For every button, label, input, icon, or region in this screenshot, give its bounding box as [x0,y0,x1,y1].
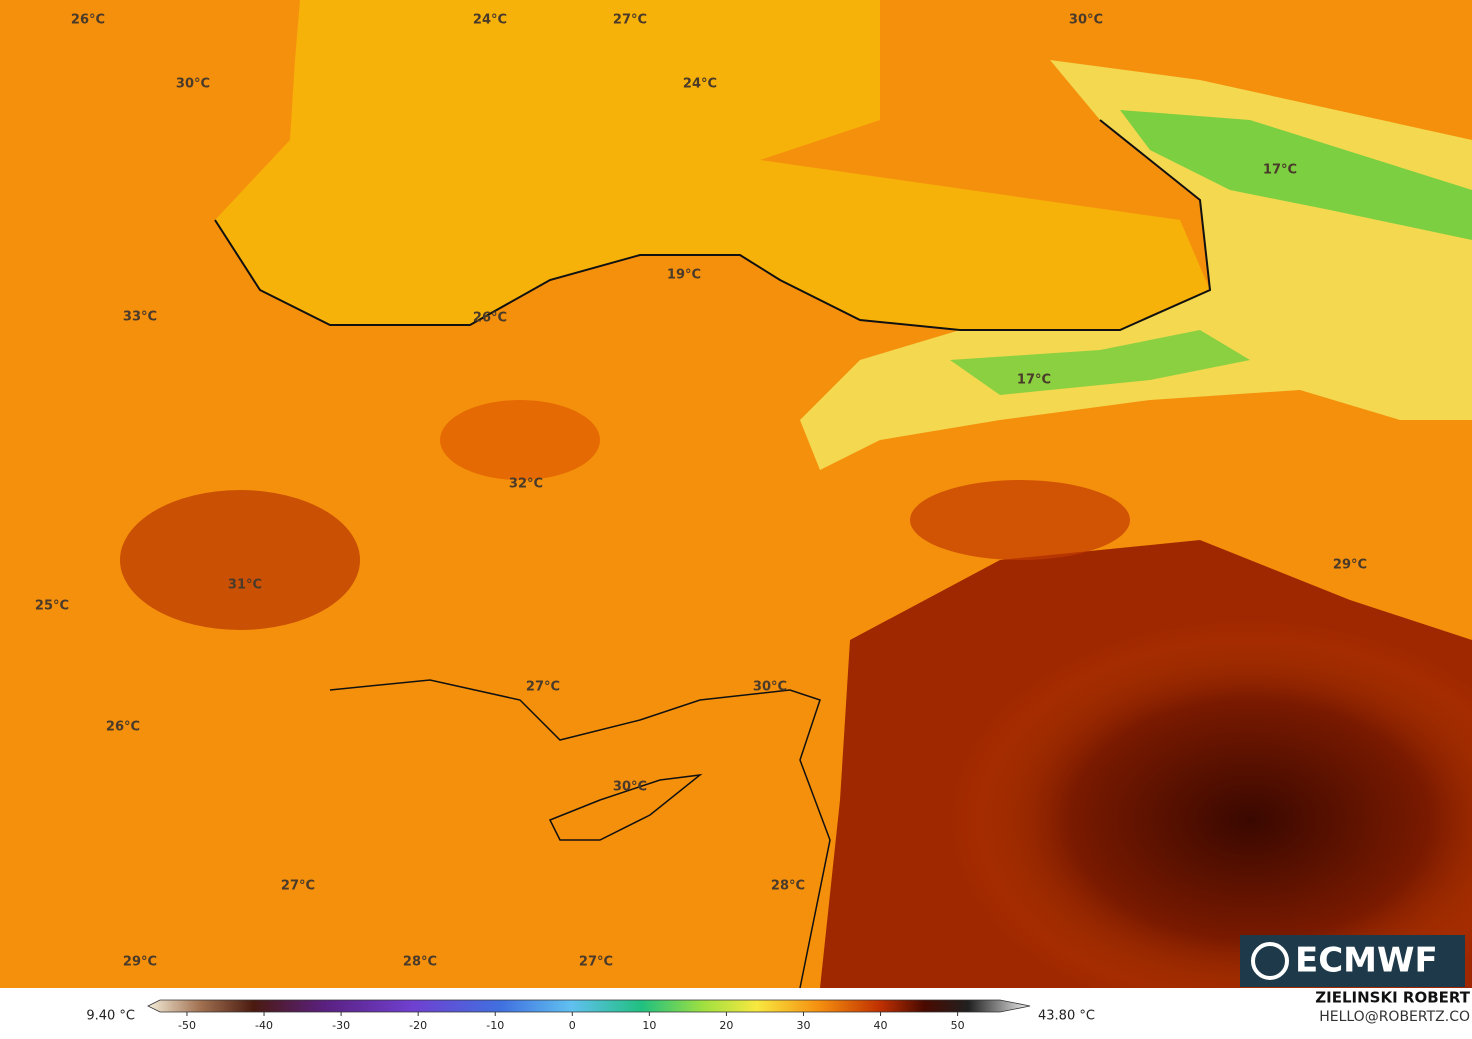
colorbar [147,999,1031,1013]
brand-box: ECMWF [1240,935,1465,987]
email: HELLO@ROBERTZ.CO [1319,1009,1470,1025]
temperature-label: 26°C [106,720,140,735]
temperature-label: 17°C [1017,373,1051,388]
temperature-label: 30°C [753,680,787,695]
colorbar-min: 9.40 °C [86,1009,135,1024]
temperature-label: 26°C [71,13,105,28]
temperature-label: 27°C [281,879,315,894]
temperature-label: 19°C [667,268,701,283]
temperature-label: 27°C [526,680,560,695]
temperature-label: 24°C [473,13,507,28]
brand: ECMWF [1295,941,1438,981]
colorbar-tick-label: 0 [569,1019,576,1032]
temperature-label: 24°C [683,77,717,92]
colorbar-tick-label: 30 [796,1019,810,1032]
temperature-label: 27°C [613,13,647,28]
temperature-label: 26°C [473,311,507,326]
colorbar-tick-label: 50 [951,1019,965,1032]
temperature-label: 29°C [123,955,157,970]
colorbar-tick-label: -30 [332,1019,350,1032]
temperature-label: 32°C [509,477,543,492]
temperature-label: 31°C [228,578,262,593]
temperature-label: 25°C [35,599,69,614]
temperature-label: 33°C [123,310,157,325]
temperature-label: 30°C [613,780,647,795]
temperature-label: 28°C [403,955,437,970]
colorbar-max: 43.80 °C [1038,1009,1095,1024]
colorbar-tick-label: 40 [874,1019,888,1032]
colorbar-tick-label: 10 [642,1019,656,1032]
author: ZIELINSKI ROBERT [1315,989,1470,1007]
colorbar-tick-label: -40 [255,1019,273,1032]
temperature-label: 17°C [1263,163,1297,178]
temperature-label: 27°C [579,955,613,970]
colorbar-tick-label: 20 [719,1019,733,1032]
colorbar-tick-label: -20 [409,1019,427,1032]
temperature-label: 30°C [176,77,210,92]
colorbar-tick-label: -10 [486,1019,504,1032]
temperature-label: 28°C [771,879,805,894]
temperature-label: 30°C [1069,13,1103,28]
temperature-label: 29°C [1333,558,1367,573]
colorbar-tick-label: -50 [178,1019,196,1032]
